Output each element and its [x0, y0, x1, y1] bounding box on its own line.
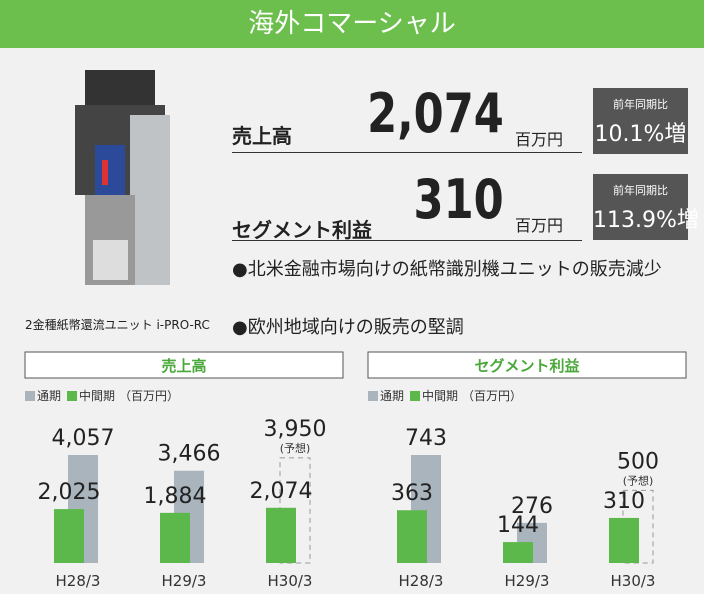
header-title: 海外コマーシャル — [0, 0, 704, 48]
kpi-unit: 百万円 — [515, 126, 563, 150]
page: 海外コマーシャル 2金種紙幣還流ユニット i-PRO-RC 売上高 2,074 … — [0, 0, 704, 594]
bullet: ●欧州地域向けの販売の堅調 — [232, 313, 464, 339]
x-tick-label: H28/3 — [56, 572, 101, 590]
x-tick-label: H30/3 — [268, 572, 313, 590]
bar — [609, 518, 639, 563]
legend-label: 通期 — [380, 389, 404, 403]
value-label: 743 — [405, 426, 447, 451]
value-label: 4,057 — [52, 426, 115, 451]
legend-unit: （百万円） — [119, 389, 179, 403]
value-label: 3,950 — [264, 417, 327, 442]
kpi-label: 売上高 — [232, 120, 292, 149]
change: 10.1%増 — [593, 116, 688, 148]
bar — [503, 542, 533, 563]
rule — [232, 240, 582, 241]
legend-swatch — [25, 391, 35, 401]
x-tick-label: H28/3 — [399, 572, 444, 590]
change-label: 前年同期比 — [593, 182, 688, 198]
value-label: 144 — [497, 513, 539, 538]
rule — [232, 152, 582, 153]
kpi-value: 2,074 — [367, 82, 504, 145]
legend-swatch — [368, 391, 378, 401]
value-label: 2,025 — [38, 480, 101, 505]
change: 113.9%増 — [593, 202, 688, 234]
annotation: (予想) — [280, 441, 311, 455]
legend-label: 中間期 — [422, 388, 458, 403]
bar — [397, 510, 427, 563]
value-label: 2,074 — [250, 479, 313, 504]
kpi-unit: 百万円 — [515, 212, 563, 236]
kpi-value: 310 — [414, 168, 504, 231]
bar — [54, 509, 84, 563]
x-tick-label: H29/3 — [162, 572, 207, 590]
bullet: ●北米金融市場向けの紙幣識別機ユニットの販売減少 — [232, 258, 692, 282]
change-label: 前年同期比 — [593, 96, 688, 112]
value-label: 310 — [603, 489, 645, 514]
bar — [160, 513, 190, 563]
change-box: 前年同期比 10.1%増 — [593, 88, 688, 154]
product-image — [55, 60, 185, 300]
annotation: (予想) — [623, 473, 654, 487]
value-label: 363 — [391, 481, 433, 506]
value-label: 1,884 — [144, 484, 207, 509]
value-label: 3,466 — [158, 442, 221, 467]
change-box: 前年同期比 113.9%増 — [593, 174, 688, 240]
bar — [266, 508, 296, 563]
legend-label: 通期 — [37, 389, 61, 403]
legend-swatch — [67, 391, 77, 401]
x-tick-label: H29/3 — [505, 572, 550, 590]
legend-unit: （百万円） — [462, 389, 522, 403]
caption: 2金種紙幣還流ユニット i-PRO-RC — [25, 316, 210, 333]
value-label: 500 — [617, 449, 659, 474]
chart-title: 売上高 — [161, 357, 206, 375]
legend-label: 中間期 — [79, 388, 115, 403]
legend-swatch — [410, 391, 420, 401]
chart-title: セグメント利益 — [474, 357, 579, 375]
x-tick-label: H30/3 — [611, 572, 656, 590]
kpi-label: セグメント利益 — [232, 214, 372, 243]
